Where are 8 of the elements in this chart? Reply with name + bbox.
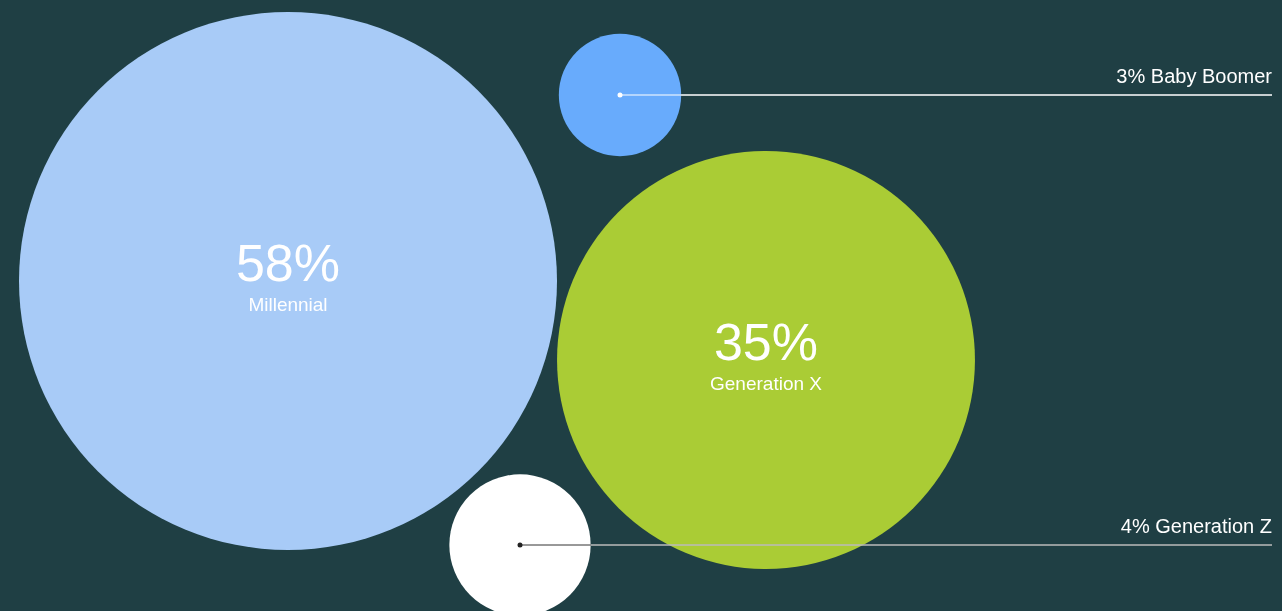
category-label: Generation Z — [1155, 515, 1272, 537]
data-label: 4% — [1120, 515, 1150, 537]
data-label: 35% — [713, 313, 819, 371]
category-label: Baby Boomer — [1150, 65, 1272, 87]
category-label: Generation X — [710, 373, 823, 394]
data-label: 3% — [1116, 65, 1146, 87]
category-label: Millennial — [248, 294, 328, 315]
data-label: 58% — [235, 234, 341, 292]
